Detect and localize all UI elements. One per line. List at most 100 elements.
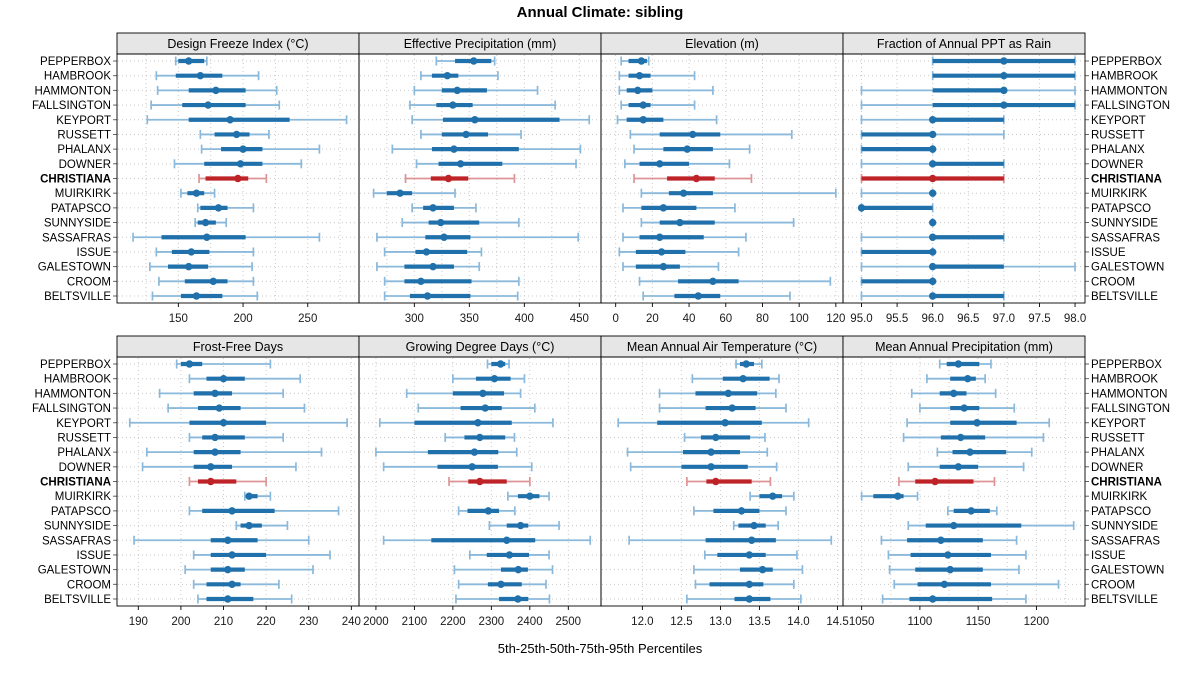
data-row <box>382 462 533 472</box>
data-row <box>141 462 297 472</box>
median-dot <box>215 404 223 412</box>
data-row <box>133 535 310 545</box>
data-row <box>622 262 720 272</box>
data-row <box>686 477 772 486</box>
median-dot <box>450 145 458 153</box>
median-dot <box>437 218 445 227</box>
median-dot <box>637 57 646 65</box>
x-tick-label: 2400 <box>517 616 543 628</box>
panel-elevation-m-: Elevation (m) 0 20 40 60 80 100 120 <box>600 32 845 325</box>
panel-effective-precipitation-mm-: Effective Precipitation (mm) 300 350 400 450 <box>358 32 602 325</box>
median-dot <box>224 565 232 574</box>
data-row <box>199 129 270 139</box>
data-row <box>415 159 577 169</box>
median-dot <box>479 389 487 398</box>
data-row <box>409 100 556 110</box>
data-row <box>188 432 285 442</box>
median-dot <box>656 233 664 241</box>
data-row <box>860 188 937 198</box>
station-label-left: CHRISTIANA <box>40 174 111 186</box>
station-label-right: PATAPSCO <box>1091 203 1151 215</box>
median-dot <box>758 565 767 574</box>
data-row <box>938 359 992 369</box>
median-dot <box>224 595 232 603</box>
median-dot <box>239 145 247 153</box>
median-dot <box>949 389 958 398</box>
x-tick-label: 97.0 <box>993 313 1015 325</box>
x-tick-label: 97.5 <box>1028 313 1050 325</box>
data-row <box>642 291 791 301</box>
data-row <box>686 594 802 604</box>
data-row <box>158 388 285 398</box>
data-row <box>629 129 793 139</box>
median-dot <box>724 389 732 398</box>
data-row <box>703 550 798 560</box>
x-tick-label: 100 <box>790 313 809 325</box>
median-dot <box>481 404 489 412</box>
station-label-right: PEPPERBOX <box>1091 359 1162 371</box>
median-dot <box>1000 71 1008 80</box>
median-dot <box>940 580 949 589</box>
data-row <box>907 462 1025 472</box>
data-row <box>860 115 1005 125</box>
x-tick-label: 98.0 <box>1064 313 1086 325</box>
x-tick-label: 2000 <box>363 616 389 628</box>
data-row <box>860 247 937 257</box>
median-dot <box>739 374 747 383</box>
x-tick-label: 200 <box>171 616 190 628</box>
median-dot <box>745 580 754 589</box>
station-label-right: MUIRKIRK <box>1091 188 1148 200</box>
station-label-left: RUSSETT <box>57 432 111 444</box>
x-tick-label: 96.0 <box>921 313 943 325</box>
median-dot <box>721 419 729 427</box>
data-row <box>420 71 499 81</box>
median-dot <box>707 463 715 471</box>
median-dot <box>712 477 720 486</box>
station-label-left: CROOM <box>67 276 111 288</box>
x-tick-label: 14.0 <box>787 616 809 628</box>
data-row <box>457 506 516 516</box>
median-dot <box>635 71 644 80</box>
x-tick-label: 60 <box>719 313 732 325</box>
data-row <box>626 447 769 457</box>
x-tick-label: 150 <box>169 313 188 325</box>
station-label-right: SUNNYSIDE <box>1091 218 1158 230</box>
station-label-right: DOWNER <box>1091 159 1143 171</box>
panel-frost-free-days: Frost-Free Days 190 200 210 220 230 240 <box>113 335 361 628</box>
median-dot <box>728 404 736 412</box>
data-row <box>197 594 293 604</box>
station-label-left: HAMBROOK <box>44 374 111 386</box>
station-label-left: DOWNER <box>59 462 111 474</box>
x-tick-label: 2100 <box>402 616 428 628</box>
median-dot <box>245 521 253 530</box>
x-tick-label: 80 <box>756 313 769 325</box>
median-dot <box>453 86 461 95</box>
data-row <box>188 477 267 486</box>
station-label-left: PHALANX <box>57 144 111 156</box>
data-row <box>188 374 302 384</box>
station-label-right: BELTSVILLE <box>1091 291 1158 303</box>
median-dot <box>928 277 937 286</box>
x-tick-label: 240 <box>342 616 361 628</box>
median-dot <box>212 86 220 95</box>
x-tick-label: 0 <box>612 313 618 325</box>
median-dot <box>514 565 522 574</box>
median-dot <box>514 595 522 603</box>
median-dot <box>184 262 193 271</box>
x-tick-label: 1050 <box>849 616 875 628</box>
panel-growing-degree-days-c-: Growing Degree Days (°C) 2000 2100 2200 2300… <box>358 335 602 628</box>
data-row <box>732 521 780 531</box>
data-row <box>382 535 592 545</box>
median-dot <box>516 521 525 530</box>
data-row <box>860 291 1005 301</box>
data-row <box>444 432 516 442</box>
data-row <box>383 291 519 301</box>
station-label-left: CROOM <box>67 579 111 591</box>
station-label-right: MUIRKIRK <box>1091 491 1148 503</box>
median-dot <box>203 233 211 241</box>
x-tick-label: 13.0 <box>709 616 731 628</box>
x-axis-caption: 5th-25th-50th-75th-95th Percentiles <box>497 641 703 656</box>
data-row <box>156 85 278 95</box>
